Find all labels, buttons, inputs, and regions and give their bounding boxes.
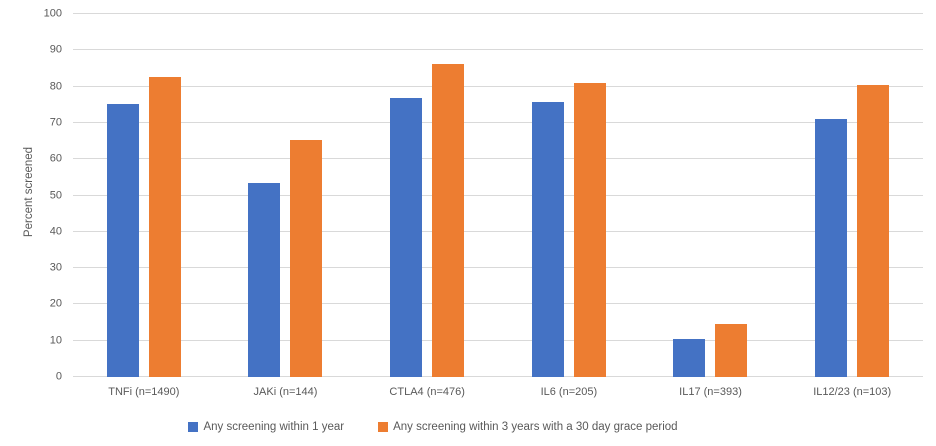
gridline (73, 339, 923, 341)
y-tick-label: 60 (49, 152, 62, 165)
y-tick-label: 20 (49, 297, 62, 310)
legend-label: Any screening within 3 years with a 30 d… (393, 421, 678, 433)
x-category-label: IL12/23 (n=103) (813, 386, 892, 398)
gridline (73, 303, 923, 305)
gridline (73, 121, 923, 123)
plot-area (73, 13, 923, 377)
y-tick-label: 100 (43, 7, 62, 20)
gridline (73, 158, 923, 160)
bar-series-1 (432, 64, 465, 377)
legend: Any screening within 1 year Any screening… (0, 421, 901, 433)
bar-series-1 (573, 82, 606, 377)
bar-group (673, 14, 748, 377)
legend-swatch-icon (188, 422, 199, 432)
bar-group (248, 14, 323, 377)
bar-series-1 (715, 324, 748, 377)
y-tick-label: 80 (49, 80, 62, 93)
x-category-label: CTLA4 (n=476) (389, 386, 465, 398)
gridline (73, 230, 923, 232)
legend-label: Any screening within 1 year (203, 421, 345, 433)
gridline (73, 194, 923, 196)
x-category-label: TNFi (n=1490) (108, 386, 180, 398)
bar-series-0 (815, 119, 848, 377)
legend-item-series-0: Any screening within 1 year (188, 421, 344, 433)
y-tick-label: 90 (49, 43, 62, 56)
bar-series-1 (148, 76, 181, 377)
bar-series-1 (857, 84, 890, 377)
x-category-label: IL6 (n=205) (540, 386, 598, 398)
legend-swatch-icon (378, 422, 389, 432)
bar-group (815, 14, 890, 377)
gridline (73, 267, 923, 269)
y-tick-label: 0 (55, 370, 62, 383)
bar-series-1 (290, 140, 323, 377)
gridline (73, 376, 923, 377)
gridline (73, 85, 923, 87)
x-category-label: JAKi (n=144) (253, 386, 318, 398)
x-axis-category-labels: TNFi (n=1490) JAKi (n=144) CTLA4 (n=476) IL… (73, 386, 923, 398)
y-tick-label: 40 (49, 225, 62, 238)
bar-series-0 (106, 103, 139, 377)
y-tick-label: 30 (49, 261, 62, 274)
bar-series-0 (531, 102, 564, 377)
y-tick-label: 50 (49, 189, 62, 201)
legend-item-series-1: Any screening within 3 years with a 30 d… (378, 421, 678, 433)
bar-groups (73, 14, 923, 377)
bar-group (106, 14, 181, 377)
bar-group (390, 14, 465, 377)
y-tick-label: 10 (49, 334, 62, 347)
bar-series-0 (673, 339, 706, 377)
bar-group (531, 14, 606, 377)
gridline (73, 13, 923, 14)
x-category-label: IL17 (n=393) (679, 386, 742, 398)
gridline (73, 49, 923, 51)
y-axis-tick-labels: 0 10 20 30 40 50 60 70 80 90 100 (0, 8, 62, 382)
bar-series-0 (390, 97, 423, 377)
y-tick-label: 70 (49, 116, 62, 129)
bar-series-0 (248, 182, 281, 377)
